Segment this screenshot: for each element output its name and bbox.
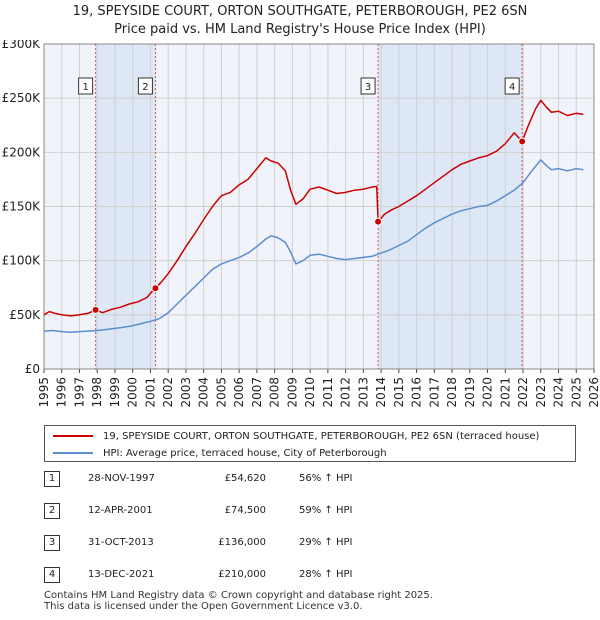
legend: 19, SPEYSIDE COURT, ORTON SOUTHGATE, PET…: [44, 425, 576, 462]
hpi-line: [43, 159, 584, 333]
x-tick-label: 2020: [481, 377, 495, 408]
sale-price: £74,500: [224, 505, 266, 516]
x-tick-label: 2009: [285, 377, 299, 408]
x-tick-label: 1997: [72, 377, 86, 408]
plot-border: [43, 43, 595, 370]
sale-badge-label-4: 4: [509, 82, 515, 93]
sale-date: 31-OCT-2013: [88, 537, 154, 548]
x-tick-label: 2018: [445, 377, 459, 408]
sale-row-1: 1 28-NOV-1997 £54,620 56% ↑ HPI: [44, 471, 444, 489]
x-tick-label: 2019: [463, 377, 477, 408]
x-tick-label: 2021: [498, 377, 512, 408]
legend-swatch-property: [53, 435, 93, 437]
x-tick-label: 2023: [534, 377, 548, 408]
x-tick-label: 2000: [126, 377, 140, 408]
sale-date: 12-APR-2001: [88, 505, 153, 516]
legend-item-hpi: HPI: Average price, terraced house, City…: [53, 445, 387, 461]
x-tick-label: 2010: [303, 377, 317, 408]
sale-price: £210,000: [218, 569, 266, 580]
sale-row-4: 4 13-DEC-2021 £210,000 28% ↑ HPI: [44, 567, 444, 585]
x-tick-label: 2001: [143, 377, 157, 408]
sale-row-2: 2 12-APR-2001 £74,500 59% ↑ HPI: [44, 503, 444, 521]
x-tick-label: 2013: [356, 377, 370, 408]
x-tick-label: 2004: [197, 377, 211, 408]
property-price-line: [43, 99, 584, 317]
title-line-1: 19, SPEYSIDE COURT, ORTON SOUTHGATE, PET…: [72, 4, 528, 19]
sale-date: 13-DEC-2021: [88, 569, 155, 580]
sale-hpi-change: 59% ↑ HPI: [299, 505, 353, 516]
sale-number-badge: 3: [44, 535, 60, 551]
x-tick-label: 1996: [55, 377, 69, 408]
x-tick-label: 1999: [108, 377, 122, 408]
sale-hpi-change: 28% ↑ HPI: [299, 569, 353, 580]
x-tick-label: 2008: [268, 377, 282, 408]
sale-point-4: [518, 137, 527, 146]
sale-number-badge: 1: [44, 471, 60, 487]
sale-point-3: [374, 217, 383, 226]
x-tick-label: 2024: [552, 377, 566, 408]
x-tick-label: 2025: [569, 377, 583, 408]
y-tick-label: £150K: [2, 200, 42, 214]
footer-line-1: Contains HM Land Registry data © Crown c…: [44, 590, 433, 601]
sale-badge-label-1: 1: [82, 82, 88, 93]
sale-point-1: [91, 305, 100, 314]
legend-swatch-hpi: [53, 452, 93, 454]
x-tick-label: 2007: [250, 377, 264, 408]
y-tick-label: £200K: [2, 145, 42, 159]
x-tick-label: 2014: [374, 377, 388, 408]
legend-item-property: 19, SPEYSIDE COURT, ORTON SOUTHGATE, PET…: [53, 428, 539, 444]
chart-title: 19, SPEYSIDE COURT, ORTON SOUTHGATE, PET…: [0, 3, 600, 39]
sale-number-badge: 4: [44, 567, 60, 583]
sale-badge-box-3: [360, 77, 376, 95]
footer-attribution: Contains HM Land Registry data © Crown c…: [44, 590, 433, 612]
x-tick-label: 2003: [179, 377, 193, 408]
sale-date: 28-NOV-1997: [88, 473, 155, 484]
x-tick-label: 2016: [410, 377, 424, 408]
sale-row-3: 3 31-OCT-2013 £136,000 29% ↑ HPI: [44, 535, 444, 553]
legend-label-property: 19, SPEYSIDE COURT, ORTON SOUTHGATE, PET…: [103, 430, 540, 442]
y-tick-label: £50K: [9, 308, 41, 322]
sale-badge-box-1: [78, 77, 94, 95]
x-tick-label: 1995: [37, 377, 51, 408]
y-tick-label: £250K: [2, 91, 42, 105]
x-tick-label: 2011: [321, 377, 335, 408]
sale-hpi-change: 56% ↑ HPI: [299, 473, 353, 484]
y-tick-label: £0: [25, 362, 40, 376]
sale-badge-label-2: 2: [142, 82, 148, 93]
legend-label-hpi: HPI: Average price, terraced house, City…: [103, 447, 387, 459]
x-tick-label: 2026: [587, 377, 600, 408]
sale-hpi-change: 29% ↑ HPI: [299, 537, 353, 548]
x-tick-label: 2022: [516, 377, 530, 408]
x-tick-label: 2005: [214, 377, 228, 408]
sale-price: £54,620: [224, 473, 266, 484]
sale-badge-label-3: 3: [365, 82, 371, 93]
x-tick-label: 2017: [427, 377, 441, 408]
sale-point-2: [151, 284, 160, 293]
footer-line-2: This data is licensed under the Open Gov…: [44, 601, 363, 612]
sale-badge-box-2: [137, 77, 153, 95]
y-tick-label: £300K: [2, 40, 42, 51]
sale-number-badge: 2: [44, 503, 60, 519]
x-tick-label: 2006: [232, 377, 246, 408]
y-tick-label: £100K: [2, 254, 42, 268]
sale-price: £136,000: [218, 537, 266, 548]
x-tick-label: 1998: [90, 377, 104, 408]
title-line-2: Price paid vs. HM Land Registry's House …: [114, 22, 486, 37]
sale-badge-box-4: [504, 77, 520, 95]
x-tick-label: 2015: [392, 377, 406, 408]
x-tick-label: 2012: [339, 377, 353, 408]
x-tick-label: 2002: [161, 377, 175, 408]
